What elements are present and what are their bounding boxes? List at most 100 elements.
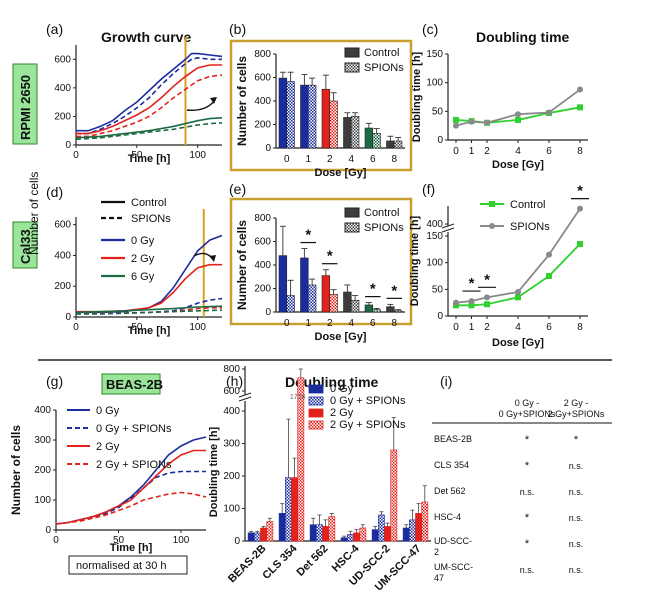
plot-h-legend-swatch bbox=[308, 396, 324, 406]
plot-f-marker bbox=[453, 299, 459, 306]
plot-d-y-tick-label: 200 bbox=[54, 281, 71, 292]
cell-line-rpmi: RPMI 2650 bbox=[18, 75, 33, 140]
plot-h-bar bbox=[291, 477, 298, 542]
plot-d-x-tick-label: 100 bbox=[189, 322, 206, 333]
table-header-cell: 0 Gy - bbox=[515, 398, 540, 408]
panel-h-letter: (h) bbox=[226, 373, 243, 389]
plot-h-legend-swatch bbox=[308, 384, 324, 394]
plot-g-legend-label: 0 Gy + SPIONs bbox=[96, 423, 172, 435]
plot-c-marker bbox=[484, 119, 490, 126]
table-cell: * bbox=[525, 512, 530, 524]
plot-e-legend-control: Control bbox=[364, 207, 399, 219]
plot-b-bar bbox=[278, 77, 288, 149]
plot-a-series-line bbox=[76, 52, 223, 132]
plot-c-x-tick-label: 2 bbox=[484, 146, 490, 157]
plot-e-frame bbox=[229, 197, 413, 326]
plot-e-bar bbox=[350, 299, 360, 313]
plot-h-x-tick-label: Det 562 bbox=[294, 543, 330, 579]
plot-a-series-line bbox=[75, 117, 223, 139]
plot-f-legend-marker-spions bbox=[489, 223, 495, 229]
plot-h-outlier-label: 1724 bbox=[290, 394, 306, 401]
plot-h-bar bbox=[309, 524, 317, 542]
plot-h-bar bbox=[260, 527, 267, 542]
plot-f-y-tick-label: 0 bbox=[437, 311, 443, 322]
plot-c-y-tick-label: 100 bbox=[426, 78, 443, 89]
plot-c-y-tick-label: 150 bbox=[426, 49, 443, 60]
plot-b-y-tick-label: 400 bbox=[254, 96, 271, 107]
plot-a-y-tick-label: 600 bbox=[54, 54, 71, 65]
plot-h-axis-break-gap bbox=[239, 395, 251, 401]
table-cell: n.s. bbox=[569, 565, 584, 575]
plot-h-bar bbox=[322, 526, 329, 542]
plot-b-legend-spions: SPIONs bbox=[364, 62, 404, 74]
table-row-label: HSC-4 bbox=[434, 512, 461, 522]
plot-a-series-line bbox=[76, 64, 222, 135]
plot-b-x-tick-label: 4 bbox=[348, 154, 354, 165]
plot-b-x-tick-label: 0 bbox=[284, 154, 290, 165]
plot-e-bar bbox=[307, 284, 317, 313]
plot-h-bar bbox=[346, 534, 354, 542]
plot-h-y-tick-label: 400 bbox=[223, 406, 240, 417]
plot-g-x-tick-label: 100 bbox=[173, 535, 190, 546]
plot-e-bar bbox=[386, 306, 395, 313]
plot-b-bar bbox=[364, 127, 374, 149]
plot-f-marker bbox=[577, 241, 583, 247]
plot-g-y-tick-label: 200 bbox=[34, 465, 51, 476]
plot-a-series-line bbox=[76, 57, 222, 135]
table-row-label: BEAS-2B bbox=[434, 434, 472, 444]
table-row-label: 47 bbox=[434, 573, 444, 583]
plot-f-legend-spions: SPIONs bbox=[510, 221, 550, 233]
plot-h-y-tick-label: 600 bbox=[223, 386, 240, 397]
plot-e-bar bbox=[300, 257, 309, 313]
table-row-label: Det 562 bbox=[434, 486, 466, 496]
plot-b-y-tick-label: 0 bbox=[265, 143, 271, 154]
plot-f-marker bbox=[484, 301, 490, 308]
plot-e-x-tick-label: 0 bbox=[284, 318, 290, 329]
plot-b-x-tick-label: 6 bbox=[370, 154, 376, 165]
plot-f-legend-control: Control bbox=[510, 199, 545, 211]
plot-g-legend-label: 2 Gy bbox=[96, 441, 120, 453]
plot-a-y-tick-label: 0 bbox=[65, 140, 71, 151]
plot-c-marker bbox=[577, 86, 583, 93]
plot-c-y-tick-label: 50 bbox=[432, 106, 444, 117]
plot-e-bar bbox=[372, 309, 381, 313]
table-header-cell: 2 Gy - bbox=[564, 398, 589, 408]
plot-g-series-line bbox=[55, 470, 206, 525]
plot-d-series-line bbox=[75, 309, 223, 315]
cell-line-beas: BEAS-2B bbox=[106, 377, 163, 392]
plot-c-marker bbox=[453, 116, 459, 123]
plot-b-xlabel: Dose [Gy] bbox=[315, 167, 367, 179]
table-row-label: CLS 354 bbox=[434, 460, 469, 470]
plot-e-x-tick-label: 2 bbox=[327, 318, 333, 329]
plot-g-series-line bbox=[55, 436, 207, 525]
plot-b-x-tick-label: 2 bbox=[327, 154, 333, 165]
table-row-label: 2 bbox=[434, 547, 439, 557]
plot-b-bar bbox=[300, 84, 309, 149]
plot-f-x-tick-label: 8 bbox=[577, 322, 583, 333]
table-cell: n.s. bbox=[569, 513, 584, 523]
plot-f-marker bbox=[515, 289, 521, 295]
plot-b-bar bbox=[386, 140, 395, 149]
plot-h-bar bbox=[297, 377, 305, 542]
panel-i-letter: (i) bbox=[440, 373, 452, 389]
plot-f-x-tick-label: 1 bbox=[469, 322, 475, 333]
panel-a-title: Growth curve bbox=[101, 29, 191, 45]
plot-b-bar bbox=[286, 81, 295, 149]
plot-c-x-tick-label: 0 bbox=[453, 146, 459, 157]
panel-d-letter: (d) bbox=[46, 184, 63, 200]
plot-h-bar bbox=[415, 513, 422, 542]
plot-e-ylabel: Number of cells bbox=[235, 220, 249, 310]
table-header-cell: 0 Gy+SPIONs bbox=[499, 409, 556, 419]
plot-b-legend-swatch-spions bbox=[344, 62, 360, 73]
plot-h-ylabel: Doubling time [h] bbox=[208, 426, 220, 517]
plot-b-x-tick-label: 1 bbox=[305, 154, 311, 165]
plot-c-marker bbox=[453, 122, 459, 129]
plot-c-x-tick-label: 8 bbox=[577, 146, 583, 157]
plot-h-bar bbox=[390, 449, 398, 542]
table-cell: n.s. bbox=[520, 565, 535, 575]
plot-g-y-tick-label: 300 bbox=[34, 435, 51, 446]
table-cell: n.s. bbox=[569, 539, 584, 549]
plot-g-x-tick-label: 50 bbox=[113, 535, 125, 546]
plot-d-legend-label: Control bbox=[131, 197, 166, 209]
plot-c-ylabel: Doubling time [h] bbox=[411, 51, 423, 142]
